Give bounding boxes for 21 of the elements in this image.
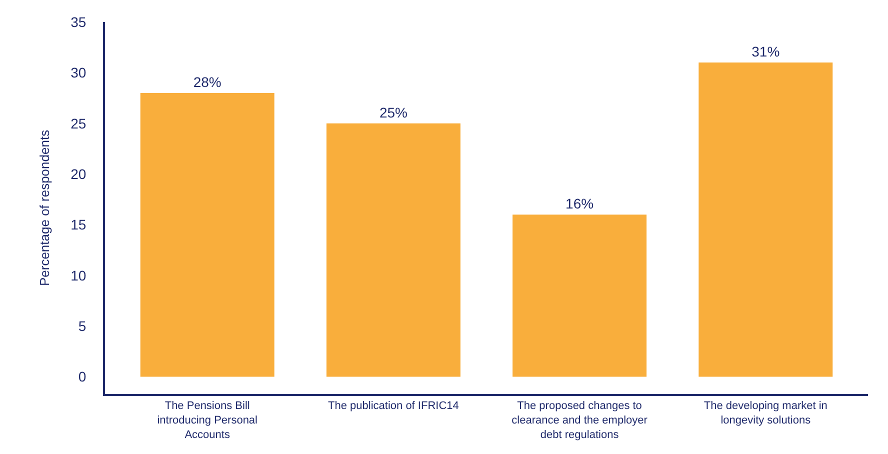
x-tick-label: The publication of IFRIC14 xyxy=(328,400,459,412)
bar xyxy=(698,62,833,377)
data-label: 16% xyxy=(566,196,594,212)
x-tick-label: The proposed changes to clearance and the employer debt regulations xyxy=(512,400,648,441)
y-tick-label: 35 xyxy=(70,14,86,30)
y-tick-label: 10 xyxy=(70,267,86,284)
bar xyxy=(512,214,647,377)
y-tick-label: 20 xyxy=(70,166,86,182)
x-tick-label: The developing market in longevity solutions xyxy=(704,400,828,426)
data-label: 31% xyxy=(752,44,780,60)
data-label: 25% xyxy=(379,104,408,120)
y-tick-label: 25 xyxy=(70,115,86,132)
y-axis-title: Percentage of respondents xyxy=(37,129,52,286)
bar xyxy=(326,123,460,377)
bar xyxy=(140,92,274,377)
y-tick-label: 15 xyxy=(70,216,86,233)
x-tick-label: The Pensions Bill introducing Personal Accounts xyxy=(157,400,258,441)
y-tick-label: 0 xyxy=(78,368,86,385)
data-label: 28% xyxy=(193,74,222,90)
y-tick-label: 5 xyxy=(78,318,86,334)
y-tick-label: 30 xyxy=(70,64,86,81)
